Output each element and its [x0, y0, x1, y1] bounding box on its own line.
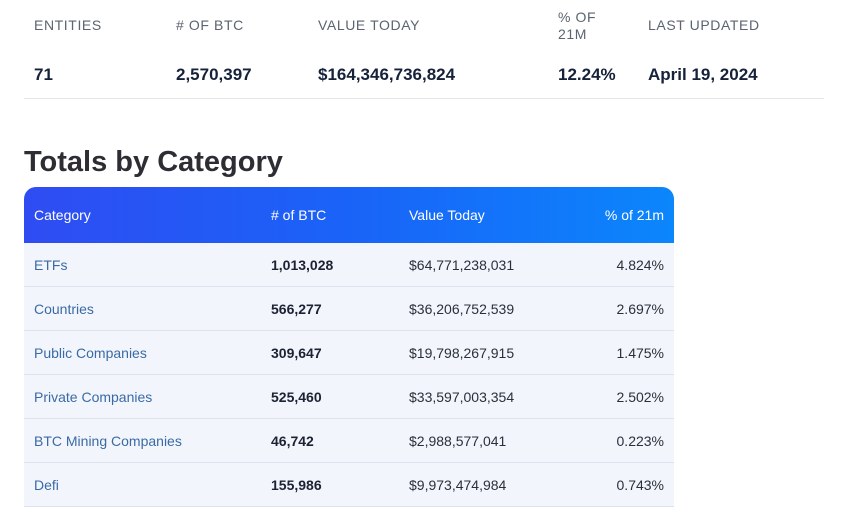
table-row: ETFs 1,013,028 $64,771,238,031 4.824% [24, 243, 674, 287]
summary-stats: ENTITIES 71 # OF BTC 2,570,397 VALUE TOD… [24, 0, 824, 99]
value-cell: $19,798,267,915 [399, 330, 564, 375]
category-link[interactable]: Countries [24, 286, 261, 331]
btc-cell: 309,647 [261, 330, 399, 375]
btc-cell: 566,277 [261, 286, 399, 331]
value-cell: $2,988,577,041 [399, 418, 564, 463]
category-link[interactable]: BTC Mining Companies [24, 418, 261, 463]
percent-cell: 0.743% [564, 462, 674, 507]
category-totals-table: Category # of BTC Value Today % of 21m E… [24, 187, 674, 507]
value-cell: $9,973,474,984 [399, 462, 564, 507]
category-link[interactable]: Defi [24, 462, 261, 507]
percent-cell: 0.223% [564, 418, 674, 463]
header-btc[interactable]: # of BTC [271, 207, 327, 223]
value-cell: $33,597,003,354 [399, 374, 564, 419]
summary-value-label: VALUE TODAY [318, 17, 421, 33]
header-category[interactable]: Category [34, 207, 91, 223]
summary-percent-label: % OF 21M [558, 9, 597, 42]
btc-cell: 1,013,028 [261, 243, 399, 287]
percent-cell: 1.475% [564, 330, 674, 375]
btc-cell: 525,460 [261, 374, 399, 419]
summary-entities-value: 71 [34, 65, 53, 84]
btc-cell: 46,742 [261, 418, 399, 463]
table-header-row: Category # of BTC Value Today % of 21m [24, 187, 674, 243]
table-row: BTC Mining Companies 46,742 $2,988,577,0… [24, 418, 674, 463]
percent-cell: 4.824% [564, 243, 674, 287]
summary-updated-label: LAST UPDATED [648, 17, 760, 33]
header-percent[interactable]: % of 21m [604, 207, 664, 223]
summary-btc-value: 2,570,397 [176, 65, 252, 84]
section-title: Totals by Category [24, 146, 283, 178]
header-value-today[interactable]: Value Today [409, 207, 485, 223]
percent-cell: 2.697% [564, 286, 674, 331]
table-header-background [24, 187, 674, 243]
table-row: Defi 155,986 $9,973,474,984 0.743% [24, 462, 674, 507]
summary-btc-label: # OF BTC [176, 17, 244, 33]
summary-updated-value: April 19, 2024 [648, 65, 758, 84]
btc-cell: 155,986 [261, 462, 399, 507]
value-cell: $64,771,238,031 [399, 243, 564, 287]
table-row: Countries 566,277 $36,206,752,539 2.697% [24, 286, 674, 331]
category-link[interactable]: ETFs [24, 243, 261, 287]
summary-entities-label: ENTITIES [34, 17, 102, 33]
table-row: Public Companies 309,647 $19,798,267,915… [24, 330, 674, 375]
summary-value-value: $164,346,736,824 [318, 65, 456, 84]
value-cell: $36,206,752,539 [399, 286, 564, 331]
category-link[interactable]: Private Companies [24, 374, 261, 419]
category-link[interactable]: Public Companies [24, 330, 261, 375]
table-row: Private Companies 525,460 $33,597,003,35… [24, 374, 674, 419]
percent-cell: 2.502% [564, 374, 674, 419]
summary-percent-value: 12.24% [558, 65, 616, 84]
